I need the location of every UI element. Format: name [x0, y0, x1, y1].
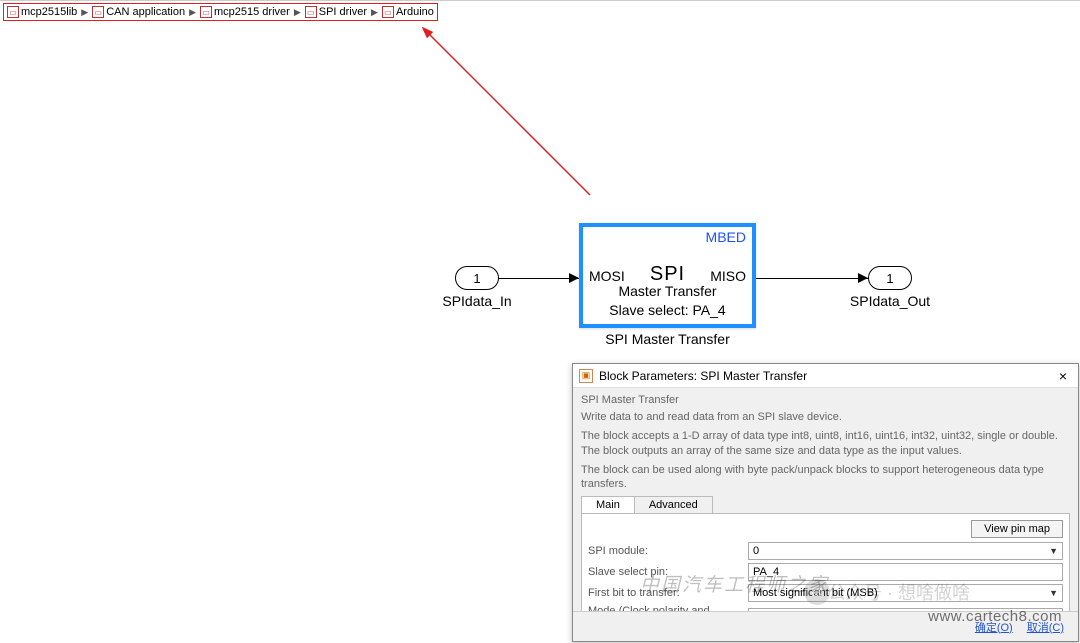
dialog-titlebar[interactable]: ▣ Block Parameters: SPI Master Transfer …	[573, 364, 1078, 388]
arrowhead-icon	[569, 273, 579, 283]
breadcrumb: ▭ mcp2515lib ▶ ▭ CAN application ▶ ▭ mcp…	[3, 3, 438, 21]
inport-label: SPIdata_In	[427, 293, 527, 309]
field-label-spi-module: SPI module:	[588, 545, 748, 557]
dialog-description: The block can be used along with byte pa…	[581, 463, 1070, 493]
model-icon: ▭	[305, 6, 317, 18]
dialog-tabs: Main Advanced	[581, 496, 1070, 514]
model-icon: ▭	[382, 6, 394, 18]
dialog-block-name: SPI Master Transfer	[581, 394, 1070, 406]
outport-block[interactable]: 1	[868, 266, 912, 290]
field-label-slave-select: Slave select pin:	[588, 566, 748, 578]
model-icon: ▭	[200, 6, 212, 18]
dialog-icon: ▣	[579, 369, 593, 383]
chevron-right-icon: ▶	[294, 7, 301, 18]
breadcrumb-item-can-application[interactable]: ▭ CAN application	[92, 6, 185, 18]
view-pin-map-button[interactable]: View pin map	[971, 520, 1063, 538]
breadcrumb-item-arduino[interactable]: ▭ Arduino	[382, 6, 434, 18]
dialog-title: Block Parameters: SPI Master Transfer	[599, 369, 1054, 383]
model-icon: ▭	[7, 6, 19, 18]
watermark-url: www.cartech8.com	[928, 608, 1062, 625]
chevron-right-icon: ▶	[371, 7, 378, 18]
slave-select-input[interactable]	[748, 563, 1063, 581]
annotation-arrow	[420, 25, 620, 215]
breadcrumb-item-mcp2515-driver[interactable]: ▭ mcp2515 driver	[200, 6, 290, 18]
block-label: SPI Master Transfer	[579, 331, 756, 347]
tab-main[interactable]: Main	[581, 496, 635, 513]
breadcrumb-item-spi-driver[interactable]: ▭ SPI driver	[305, 6, 367, 18]
signal-line-out	[756, 278, 868, 279]
first-bit-select[interactable]: Most significant bit (MSB) ▼	[748, 584, 1063, 602]
dialog-description: The block accepts a 1-D array of data ty…	[581, 429, 1070, 459]
chevron-down-icon: ▼	[1049, 546, 1058, 556]
chevron-down-icon: ▼	[1049, 588, 1058, 598]
block-platform-tag: MBED	[706, 229, 746, 245]
block-parameters-dialog: ▣ Block Parameters: SPI Master Transfer …	[572, 363, 1079, 642]
signal-line-in	[499, 278, 579, 279]
tab-advanced[interactable]: Advanced	[634, 496, 713, 513]
inport-block[interactable]: 1	[455, 266, 499, 290]
chevron-right-icon: ▶	[189, 7, 196, 18]
spi-master-transfer-block[interactable]: MBED MOSI MISO SPI Master Transfer Slave…	[579, 223, 756, 328]
dialog-description: Write data to and read data from an SPI …	[581, 410, 1070, 425]
block-slave-select: Slave select: PA_4	[583, 302, 752, 318]
breadcrumb-item-mcp2515lib[interactable]: ▭ mcp2515lib	[7, 6, 77, 18]
tab-panel-main: View pin map SPI module: 0 ▼ Slave selec…	[581, 514, 1070, 611]
spi-module-select[interactable]: 0 ▼	[748, 542, 1063, 560]
outport-number: 1	[886, 271, 893, 286]
chevron-right-icon: ▶	[81, 7, 88, 18]
field-label-first-bit: First bit to transfer:	[588, 587, 748, 599]
block-subtitle: Master Transfer	[583, 283, 752, 299]
inport-number: 1	[473, 271, 480, 286]
arrowhead-icon	[858, 273, 868, 283]
model-icon: ▭	[92, 6, 104, 18]
close-icon[interactable]: ×	[1054, 368, 1072, 384]
outport-label: SPIdata_Out	[840, 293, 940, 309]
